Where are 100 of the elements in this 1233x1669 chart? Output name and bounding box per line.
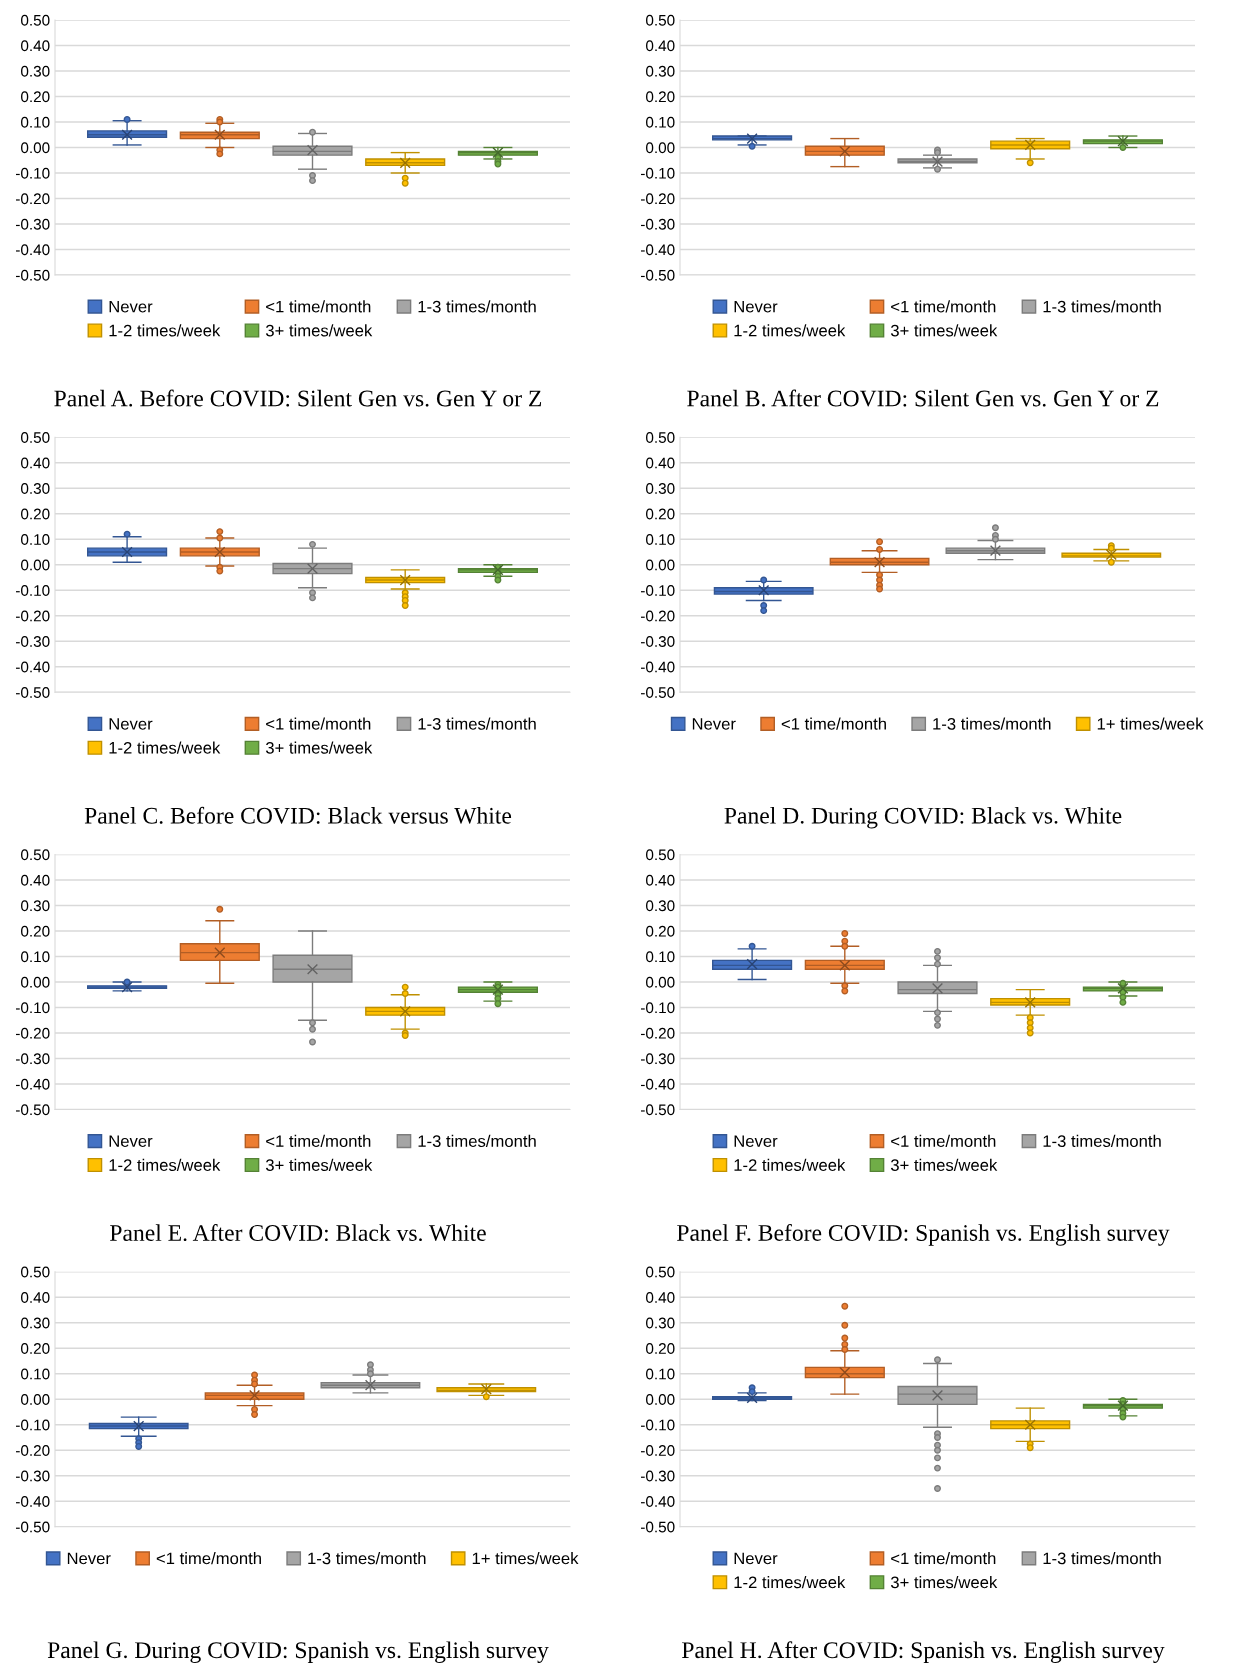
- legend-label: 1-3 times/month: [1043, 300, 1161, 313]
- y-tick-label: 0.40: [646, 40, 675, 52]
- y-tick-label: -0.50: [16, 1521, 50, 1533]
- text: Panel D. During COVID: Black vs. White: [724, 807, 1122, 829]
- legend-label: 1-2 times/week: [734, 1158, 846, 1171]
- y-tick-label: 0.00: [646, 976, 675, 988]
- legend-label: 1-3 times/month: [1043, 1552, 1161, 1565]
- legend-label: 1+ times/week: [472, 1552, 579, 1565]
- y-tick-label: 0.10: [21, 951, 50, 963]
- y-tick-label: -0.30: [16, 1470, 50, 1482]
- y-tick-label: 0.30: [646, 483, 675, 494]
- y-tick-label: 0.20: [21, 925, 50, 937]
- legend-label: <1 time/month: [266, 1134, 371, 1148]
- legend-label: Never: [734, 300, 778, 313]
- y-tick-label: -0.30: [16, 218, 50, 230]
- y-tick-label: -0.20: [16, 193, 50, 205]
- y-tick-label: 0.00: [646, 142, 675, 154]
- text: Panel B. After COVID: Silent Gen vs. Gen Y or Z: [687, 389, 1159, 407]
- y-tick-label: -0.30: [16, 636, 50, 647]
- y-tick-label: 0.10: [21, 534, 50, 545]
- legend-label: 1-2 times/week: [109, 1158, 221, 1171]
- legend-label: 1-2 times/week: [734, 324, 846, 337]
- y-tick-label: -0.20: [641, 1445, 675, 1456]
- y-tick-label: 0.40: [21, 1292, 50, 1303]
- legend-label: Never: [109, 1135, 153, 1148]
- y-tick-label: 0.50: [646, 432, 675, 443]
- text: Panel H. After COVID: Spanish vs. English survey: [682, 1641, 1165, 1663]
- legend-label: 3+ times/week: [890, 1158, 998, 1171]
- y-tick-label: 0.20: [646, 508, 675, 520]
- y-tick-label: -0.40: [16, 1078, 50, 1090]
- legend-label: Never: [692, 718, 736, 730]
- y-tick-label: -0.20: [16, 1445, 50, 1456]
- y-tick-label: -0.20: [641, 610, 675, 622]
- legend-label: Never: [734, 1552, 778, 1565]
- y-tick-label: -0.50: [641, 269, 675, 281]
- legend-label: 1-3 times/month: [308, 1552, 426, 1565]
- y-tick-label: 0.10: [646, 534, 675, 545]
- y-tick-label: -0.40: [16, 661, 50, 673]
- legend-label: 3+ times/week: [265, 1158, 373, 1171]
- y-tick-label: 0.50: [21, 14, 50, 26]
- y-tick-label: 0.30: [646, 900, 675, 912]
- y-tick-label: -0.10: [16, 167, 50, 179]
- y-tick-label: -0.50: [16, 1104, 50, 1116]
- legend-label: 3+ times/week: [265, 324, 373, 337]
- y-tick-label: -0.10: [641, 585, 675, 596]
- y-tick-label: 0.20: [646, 1343, 675, 1354]
- y-tick-label: -0.20: [641, 1027, 675, 1039]
- legend-label: <1 time/month: [891, 1134, 996, 1148]
- y-tick-label: -0.30: [641, 636, 675, 647]
- legend-label: 1-3 times/month: [418, 1134, 536, 1148]
- y-tick-label: -0.40: [16, 1496, 50, 1507]
- y-tick-label: 0.50: [21, 849, 50, 861]
- y-tick-label: 0.30: [646, 65, 675, 77]
- y-tick-label: 0.30: [21, 65, 50, 77]
- legend-label: 1-3 times/month: [418, 717, 536, 730]
- legend-label: 3+ times/week: [890, 324, 998, 337]
- y-tick-label: 0.20: [646, 91, 675, 103]
- y-tick-label: -0.50: [16, 687, 50, 698]
- y-tick-label: 0.00: [21, 976, 50, 988]
- y-tick-label: 0.20: [21, 508, 50, 520]
- y-tick-label: 0.00: [21, 142, 50, 154]
- y-tick-label: 0.40: [646, 874, 675, 886]
- y-tick-label: 0.30: [21, 900, 50, 912]
- y-tick-label: -0.50: [16, 269, 50, 281]
- y-tick-label: 0.10: [646, 1368, 675, 1380]
- y-tick-label: -0.40: [16, 244, 50, 256]
- legend-label: Never: [109, 718, 153, 730]
- y-tick-label: 0.50: [21, 432, 50, 443]
- legend-label: 3+ times/week: [890, 1576, 998, 1589]
- y-tick-label: -0.10: [641, 167, 675, 179]
- y-tick-label: 0.00: [646, 1394, 675, 1405]
- y-tick-label: -0.40: [641, 1496, 675, 1507]
- y-tick-label: -0.30: [641, 1470, 675, 1482]
- y-tick-label: -0.50: [641, 1104, 675, 1116]
- y-tick-label: -0.40: [641, 1078, 675, 1090]
- y-tick-label: -0.10: [16, 1002, 50, 1014]
- y-tick-label: 0.40: [21, 457, 50, 469]
- text: Panel A. Before COVID: Silent Gen vs. Gen Y or Z: [54, 389, 542, 407]
- text: Panel C. Before COVID: Black versus White: [84, 806, 512, 824]
- y-tick-label: 0.30: [21, 1317, 50, 1329]
- y-tick-label: -0.20: [16, 610, 50, 622]
- legend-label: <1 time/month: [891, 300, 996, 313]
- y-tick-label: 0.20: [646, 925, 675, 937]
- y-tick-label: 0.10: [646, 951, 675, 963]
- legend-label: 1-2 times/week: [109, 324, 221, 337]
- y-tick-label: 0.50: [646, 1266, 675, 1278]
- y-tick-label: -0.40: [641, 244, 675, 256]
- text: Panel F. Before COVID: Spanish vs. English survey: [677, 1224, 1170, 1246]
- y-tick-label: -0.50: [641, 687, 675, 698]
- y-tick-label: 0.50: [646, 14, 675, 26]
- y-tick-label: 0.00: [21, 559, 50, 571]
- legend-label: <1 time/month: [266, 717, 371, 730]
- legend-label: 3+ times/week: [265, 741, 373, 754]
- legend-label: <1 time/month: [781, 717, 886, 730]
- legend-label: <1 time/month: [156, 1552, 261, 1565]
- y-tick-label: 0.00: [21, 1394, 50, 1405]
- y-tick-label: -0.40: [641, 661, 675, 673]
- text: Panel G. During COVID: Spanish vs. English survey: [47, 1641, 549, 1663]
- y-tick-label: 0.40: [646, 1292, 675, 1303]
- y-tick-label: 0.40: [646, 457, 675, 469]
